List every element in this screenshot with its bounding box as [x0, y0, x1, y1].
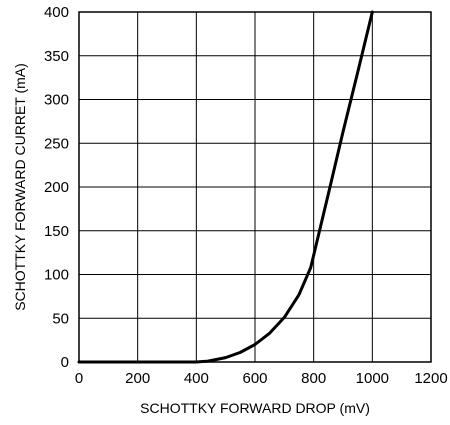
y-tick-label: 300 — [44, 92, 69, 109]
series-line — [77, 10, 374, 364]
y-tick-label: 250 — [44, 135, 69, 152]
series-curve-layer — [77, 10, 374, 364]
y-tick-label: 0 — [61, 354, 69, 371]
x-tick-label: 200 — [125, 370, 150, 387]
x-tick-label: 600 — [242, 370, 267, 387]
plot-area-frame — [78, 11, 432, 363]
x-tick-labels: 0 200 400 600 800 1000 1200 — [75, 370, 448, 387]
x-tick-label: 1200 — [414, 370, 447, 387]
y-tick-label: 400 — [44, 4, 69, 21]
grid-lines — [78, 11, 432, 363]
y-axis-label: SCHOTTKY FORWARD CURRET (mA) — [12, 63, 28, 311]
y-tick-label: 100 — [44, 267, 69, 284]
y-tick-label: 150 — [44, 223, 69, 240]
y-tick-label: 200 — [44, 179, 69, 196]
y-tick-label: 50 — [52, 310, 69, 327]
x-tick-label: 800 — [301, 370, 326, 387]
x-tick-label: 400 — [184, 370, 209, 387]
x-axis-label: SCHOTTKY FORWARD DROP (mV) — [140, 400, 370, 416]
x-tick-label: 1000 — [356, 370, 389, 387]
y-tick-label: 350 — [44, 48, 69, 65]
x-tick-label: 0 — [75, 370, 83, 387]
y-tick-labels: 0 50 100 150 200 250 300 350 400 — [44, 4, 69, 371]
